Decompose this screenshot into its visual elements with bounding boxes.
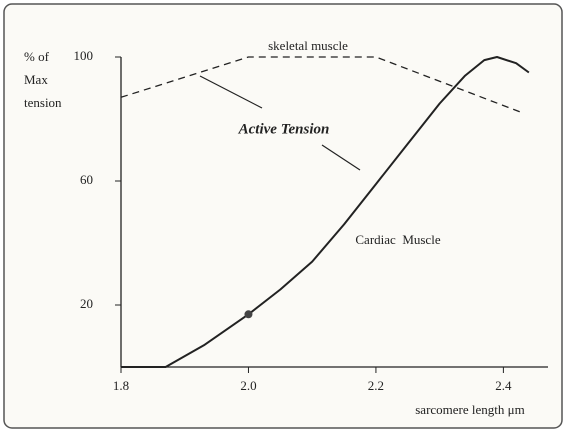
leader-line [199,75,263,109]
y-tick-label: 60 [80,172,93,187]
series-line [120,56,523,114]
y-axis-label: tension [24,95,62,110]
x-tick-label: 2.0 [240,378,256,393]
leader-line [321,144,361,171]
series-label: skeletal muscle [268,38,348,53]
x-axis-label: sarcomere length μm [415,402,524,417]
x-tick-label: 2.4 [495,378,512,393]
series-line [121,56,530,368]
x-tick-label: 2.2 [368,378,384,393]
frame [3,3,563,429]
annotation: Active Tension [238,121,330,137]
x-tick-label: 1.8 [113,378,129,393]
series-label: Cardiac Muscle [355,232,440,247]
y-axis-label: Max [24,72,48,87]
y-axis-label: % of [24,49,50,64]
y-tick-label: 20 [80,296,93,311]
y-tick-label: 100 [74,48,94,63]
point-marker [244,310,253,319]
